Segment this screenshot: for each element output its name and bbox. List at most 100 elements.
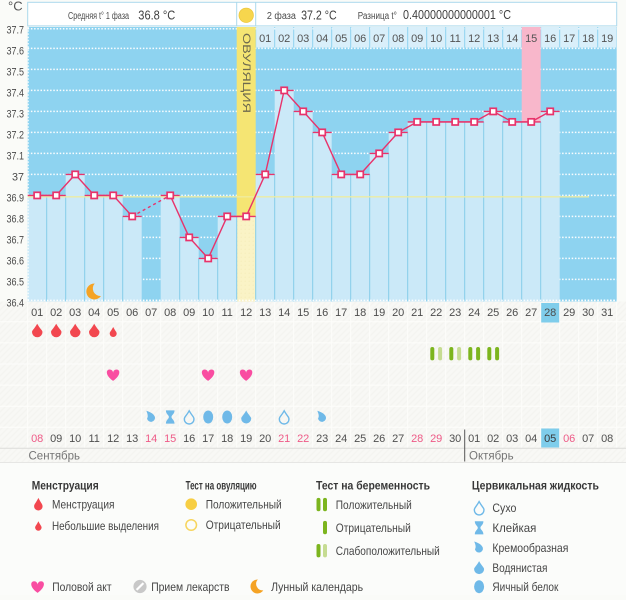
svg-text:17: 17 xyxy=(202,433,214,445)
svg-text:Менструация: Менструация xyxy=(32,479,99,493)
svg-text:Положительный: Положительный xyxy=(206,498,282,512)
svg-text:19: 19 xyxy=(373,307,385,319)
svg-text:05: 05 xyxy=(107,307,119,319)
svg-text:37: 37 xyxy=(12,172,24,184)
svg-text:07: 07 xyxy=(373,33,385,45)
svg-text:37.2 °C: 37.2 °C xyxy=(301,7,337,22)
svg-text:01: 01 xyxy=(468,433,480,445)
svg-text:25: 25 xyxy=(487,307,499,319)
svg-text:28: 28 xyxy=(544,307,556,319)
svg-text:16: 16 xyxy=(183,433,195,445)
svg-text:02: 02 xyxy=(278,33,290,45)
svg-text:10: 10 xyxy=(69,433,81,445)
svg-text:18: 18 xyxy=(354,307,366,319)
svg-text:08: 08 xyxy=(164,307,176,319)
svg-text:28: 28 xyxy=(411,433,423,445)
svg-text:08: 08 xyxy=(31,433,43,445)
svg-text:30: 30 xyxy=(449,433,461,445)
svg-text:Сухо: Сухо xyxy=(492,501,516,515)
svg-text:08: 08 xyxy=(392,33,404,45)
svg-text:19: 19 xyxy=(601,33,613,45)
svg-text:01: 01 xyxy=(31,307,43,319)
svg-text:03: 03 xyxy=(297,33,309,45)
svg-text:15: 15 xyxy=(297,307,309,319)
svg-text:13: 13 xyxy=(126,433,138,445)
svg-text:Положительный: Положительный xyxy=(336,498,412,512)
svg-text:17: 17 xyxy=(335,307,347,319)
svg-text:37.2: 37.2 xyxy=(7,130,25,142)
svg-text:0.40000000000001 °C: 0.40000000000001 °C xyxy=(403,8,511,22)
svg-text:01: 01 xyxy=(259,33,271,45)
svg-text:06: 06 xyxy=(354,33,366,45)
svg-text:04: 04 xyxy=(316,33,328,45)
svg-text:18: 18 xyxy=(221,433,233,445)
svg-text:°C: °C xyxy=(8,0,23,14)
svg-text:21: 21 xyxy=(411,307,423,319)
svg-text:Отрицательный: Отрицательный xyxy=(206,518,281,532)
svg-text:26: 26 xyxy=(373,433,385,445)
svg-text:25: 25 xyxy=(354,433,366,445)
svg-text:16: 16 xyxy=(316,307,328,319)
svg-text:10: 10 xyxy=(202,307,214,319)
svg-text:37.7: 37.7 xyxy=(7,25,25,37)
svg-text:Небольшие выделения: Небольшие выделения xyxy=(52,519,159,533)
svg-text:Менструация: Менструация xyxy=(52,498,115,512)
svg-text:Разница t°: Разница t° xyxy=(358,11,397,22)
svg-text:14: 14 xyxy=(278,307,290,319)
svg-text:13: 13 xyxy=(259,307,271,319)
svg-text:Октябрь: Октябрь xyxy=(469,451,514,463)
svg-text:36.5: 36.5 xyxy=(7,277,25,289)
svg-text:Водянистая: Водянистая xyxy=(492,561,547,575)
svg-text:05: 05 xyxy=(544,433,556,445)
svg-text:20: 20 xyxy=(259,433,271,445)
svg-text:29: 29 xyxy=(563,307,575,319)
svg-text:Прием лекарств: Прием лекарств xyxy=(151,580,229,594)
svg-text:11: 11 xyxy=(449,33,460,45)
svg-text:02: 02 xyxy=(50,307,62,319)
svg-text:24: 24 xyxy=(335,433,347,445)
svg-text:21: 21 xyxy=(278,433,290,445)
svg-text:ОВУЛЯЦИЯ: ОВУЛЯЦИЯ xyxy=(240,33,252,113)
svg-text:15: 15 xyxy=(164,433,176,445)
svg-text:36.4: 36.4 xyxy=(7,298,25,310)
svg-text:29: 29 xyxy=(430,433,442,445)
svg-text:36.9: 36.9 xyxy=(7,193,25,205)
svg-text:23: 23 xyxy=(449,307,461,319)
svg-text:23: 23 xyxy=(316,433,328,445)
svg-text:Сентябрь: Сентябрь xyxy=(29,451,81,463)
svg-text:Средняя t° 1 фаза: Средняя t° 1 фаза xyxy=(68,10,129,22)
svg-text:27: 27 xyxy=(392,433,404,445)
svg-text:27: 27 xyxy=(525,307,537,319)
svg-text:05: 05 xyxy=(335,33,347,45)
svg-text:Тест на овуляцию: Тест на овуляцию xyxy=(186,479,257,493)
svg-text:02: 02 xyxy=(487,433,499,445)
svg-text:2 фаза: 2 фаза xyxy=(267,10,296,22)
svg-text:09: 09 xyxy=(183,307,195,319)
svg-text:Лунный календарь: Лунный календарь xyxy=(271,580,363,594)
svg-text:08: 08 xyxy=(601,433,613,445)
svg-text:37.3: 37.3 xyxy=(7,109,25,121)
svg-text:22: 22 xyxy=(430,307,442,319)
svg-text:12: 12 xyxy=(468,33,480,45)
svg-text:37.5: 37.5 xyxy=(7,67,25,79)
svg-text:13: 13 xyxy=(487,33,499,45)
svg-text:10: 10 xyxy=(430,33,442,45)
svg-text:Яичный белок: Яичный белок xyxy=(492,580,559,594)
svg-text:19: 19 xyxy=(240,433,252,445)
svg-text:17: 17 xyxy=(563,33,575,45)
svg-text:22: 22 xyxy=(297,433,309,445)
svg-text:09: 09 xyxy=(50,433,62,445)
svg-text:Половой акт: Половой акт xyxy=(52,580,112,594)
svg-text:26: 26 xyxy=(506,307,518,319)
svg-text:Отрицательный: Отрицательный xyxy=(336,521,411,535)
svg-text:12: 12 xyxy=(240,307,252,319)
svg-text:04: 04 xyxy=(88,307,100,319)
svg-text:Клейкая: Клейкая xyxy=(492,521,536,535)
svg-text:14: 14 xyxy=(506,33,518,45)
svg-text:37.6: 37.6 xyxy=(7,46,25,58)
svg-text:30: 30 xyxy=(582,307,594,319)
svg-text:11: 11 xyxy=(88,433,99,445)
svg-text:11: 11 xyxy=(221,307,232,319)
svg-text:36.6: 36.6 xyxy=(7,256,25,268)
svg-text:06: 06 xyxy=(126,307,138,319)
